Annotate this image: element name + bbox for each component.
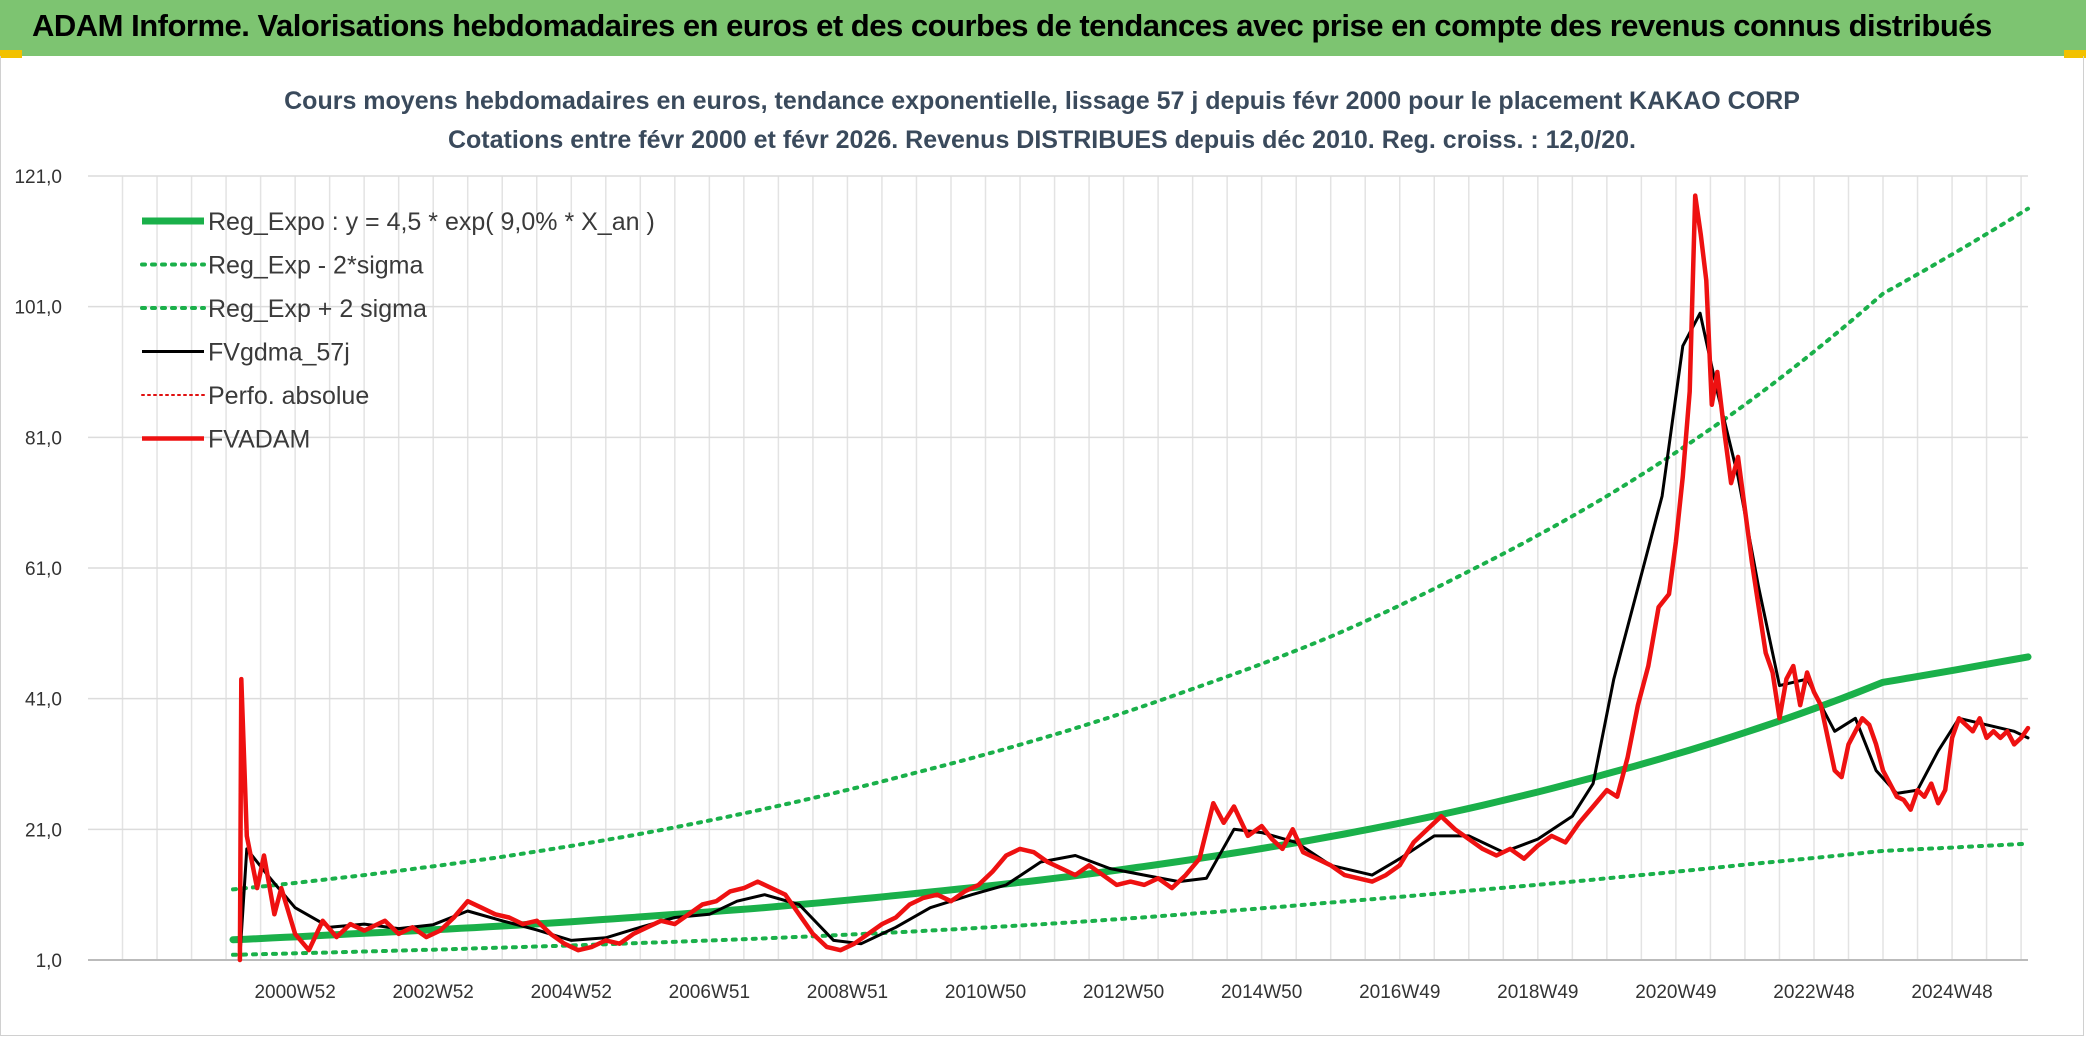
legend-label: Reg_Expo : y = 4,5 * exp( 9,0% * X_an ) xyxy=(208,208,655,236)
y-tick-label: 1,0 xyxy=(36,951,62,972)
x-tick-label: 2024W48 xyxy=(1911,982,1992,1003)
legend: Reg_Expo : y = 4,5 * exp( 9,0% * X_an ) R… xyxy=(140,208,655,454)
x-tick-label: 2006W51 xyxy=(669,982,750,1003)
report-header: ADAM Informe. Valorisations hebdomadaire… xyxy=(0,0,2086,56)
legend-label: Perfo. absolue xyxy=(208,382,369,410)
y-tick-label: 101,0 xyxy=(14,298,62,319)
x-tick-label: 2002W52 xyxy=(393,982,474,1003)
y-axis-ticks: 121,0 101,0 81,0 61,0 41,0 21,0 1,0 xyxy=(14,167,62,972)
series-line-3 xyxy=(238,311,2030,959)
legend-label: Reg_Exp + 2 sigma xyxy=(208,295,427,323)
header-accent-left xyxy=(0,50,22,58)
y-tick-label: 121,0 xyxy=(14,167,62,188)
report-title: ADAM Informe. Valorisations hebdomadaire… xyxy=(32,8,1992,43)
x-tick-label: 2022W48 xyxy=(1773,982,1854,1003)
chart-subtitle: Cotations entre févr 2000 et févr 2026. … xyxy=(448,126,1636,154)
x-tick-label: 2004W52 xyxy=(531,982,612,1003)
legend-label: Reg_Exp - 2*sigma xyxy=(208,252,423,280)
x-tick-label: 2016W49 xyxy=(1359,982,1440,1003)
x-tick-label: 2020W49 xyxy=(1635,982,1716,1003)
legend-label: FVADAM xyxy=(208,426,310,454)
y-tick-label: 41,0 xyxy=(25,690,62,711)
series-layer xyxy=(229,193,2032,963)
series-line-5 xyxy=(237,193,2031,963)
x-tick-label: 2012W50 xyxy=(1083,982,1164,1003)
x-tick-label: 2008W51 xyxy=(807,982,888,1003)
series-line-1 xyxy=(231,841,2030,957)
y-tick-label: 21,0 xyxy=(25,820,62,841)
chart-title: Cours moyens hebdomadaires en euros, ten… xyxy=(284,87,1800,115)
x-axis-ticks: 2000W52 2002W52 2004W52 2006W51 2008W51 2010W… xyxy=(254,982,1992,1003)
header-accent-right xyxy=(2064,50,2086,58)
x-tick-label: 2010W50 xyxy=(945,982,1026,1003)
y-tick-label: 61,0 xyxy=(25,559,62,580)
x-tick-label: 2018W49 xyxy=(1497,982,1578,1003)
chart-frame xyxy=(0,56,2084,1036)
series-line-2 xyxy=(231,206,2030,892)
x-tick-label: 2000W52 xyxy=(254,982,335,1003)
y-tick-label: 81,0 xyxy=(25,428,62,449)
legend-label: FVgdma_57j xyxy=(208,339,350,367)
grid xyxy=(88,175,2028,961)
x-tick-label: 2014W50 xyxy=(1221,982,1302,1003)
